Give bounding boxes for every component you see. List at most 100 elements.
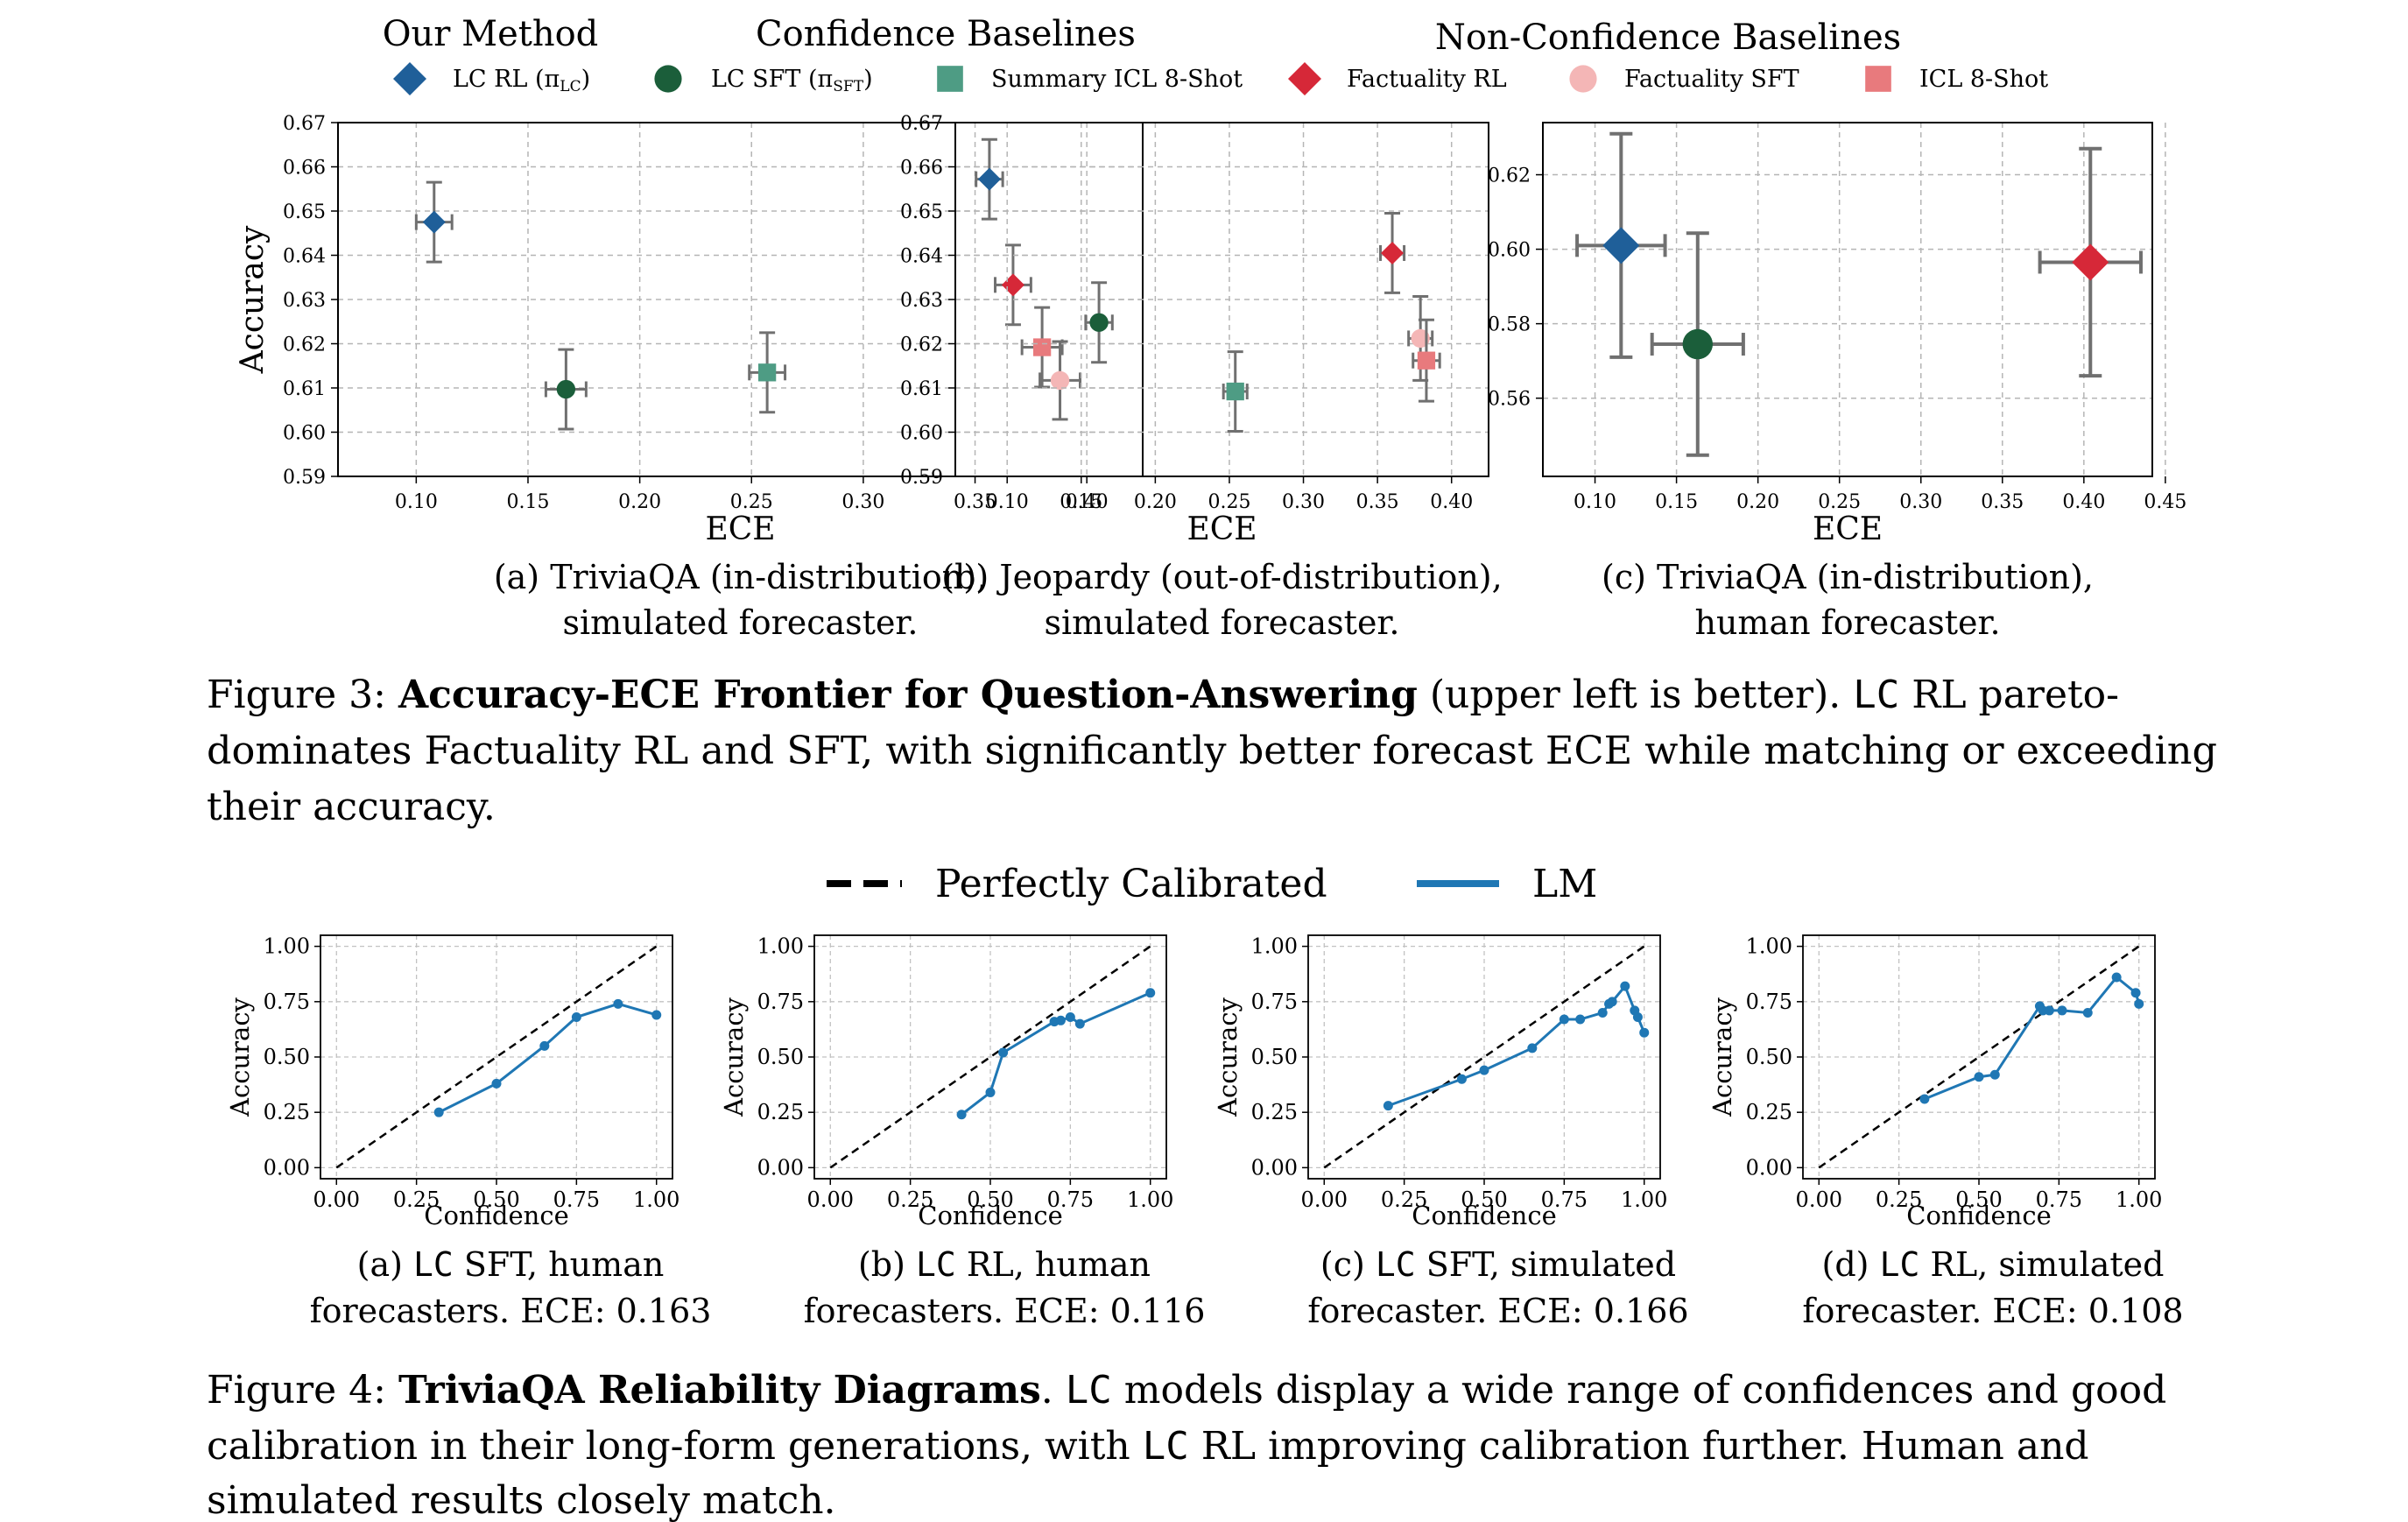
y-tick-label: 0.58 xyxy=(1488,314,1531,336)
legend-label-end-lc_sft: ) xyxy=(863,66,873,93)
lm-data-point xyxy=(1055,1015,1066,1025)
x-tick-label: 0.75 xyxy=(1047,1187,1094,1212)
y-tick-label: 0.50 xyxy=(264,1045,310,1069)
y-axis-label: Accuracy xyxy=(719,997,749,1117)
y-tick-label: 0.25 xyxy=(757,1100,804,1124)
figure4-panel-b: 0.00 0.25 0.50 0.75 1.00 0.00 0.25 0.50 0.75 1.00… xyxy=(719,934,1205,1330)
panel-caption-line2: human forecaster. xyxy=(1694,603,2000,642)
x-tick-label: 0.50 xyxy=(1461,1187,1507,1212)
x-tick-label: 0.40 xyxy=(2062,491,2105,513)
y-axis-label: Accuracy xyxy=(1213,997,1243,1117)
x-axis-label: ECE xyxy=(705,511,775,547)
legend-label-perfectly-calibrated: Perfectly Calibrated xyxy=(935,862,1327,906)
legend-square-icl_8shot-icon xyxy=(1865,66,1891,92)
y-tick-label: 0.65 xyxy=(283,201,326,223)
panel-caption-lc: LC xyxy=(1376,1245,1416,1284)
x-axis-label: Confidence xyxy=(1412,1201,1556,1230)
lm-data-point xyxy=(2134,998,2144,1009)
lm-data-point xyxy=(613,998,623,1009)
x-axis-label: Confidence xyxy=(918,1201,1062,1230)
y-tick-label: 1.00 xyxy=(1746,934,1792,959)
panel-caption-line2: forecasters. ECE: 0.163 xyxy=(310,1292,712,1330)
panel-caption-lc: LC xyxy=(1880,1245,1920,1284)
legend-square-summary_icl-icon xyxy=(937,66,963,92)
legend-label-lc_rl: LC RL (πLC) xyxy=(453,66,590,95)
figure3-panel-c: 0.10 0.15 0.20 0.25 0.30 0.35 0.40 0.45 0.56 0.58… xyxy=(1488,122,2186,642)
lm-data-point xyxy=(1632,1012,1643,1023)
lm-data-point xyxy=(1074,1018,1085,1029)
y-tick-label: 1.00 xyxy=(757,934,804,959)
lm-data-point xyxy=(985,1087,996,1097)
figure3-caption-line2: dominates Factuality RL and SFT, with si… xyxy=(207,729,2217,773)
x-tick-label: 0.25 xyxy=(1876,1187,1922,1212)
data-point-lc_sft xyxy=(1682,328,1714,360)
figure3-caption-bold: Accuracy-ECE Frontier for Question-Answe… xyxy=(398,673,1418,717)
y-tick-label: 0.60 xyxy=(283,423,326,445)
y-tick-label: 0.62 xyxy=(900,335,943,356)
x-axis-label: Confidence xyxy=(1906,1201,2051,1230)
lm-data-point xyxy=(491,1078,502,1089)
y-tick-label: 0.65 xyxy=(900,201,943,223)
y-tick-label: 0.00 xyxy=(1746,1155,1792,1180)
panel-caption-line1: (b) Jeopardy (out-of-distribution), xyxy=(941,558,1502,596)
y-tick-label: 0.67 xyxy=(900,113,943,135)
lm-data-point xyxy=(2130,988,2141,998)
y-tick-label: 1.00 xyxy=(264,934,310,959)
legend-subscript-lc_rl: LC xyxy=(560,78,581,95)
data-point-lc_sft xyxy=(1089,313,1109,332)
figure4-caption-lc: LC xyxy=(1066,1368,1112,1413)
lm-data-point xyxy=(1620,981,1630,991)
x-tick-label: 0.25 xyxy=(887,1187,933,1212)
y-tick-label: 0.75 xyxy=(1251,990,1298,1014)
y-tick-label: 0.60 xyxy=(900,423,943,445)
y-tick-label: 0.62 xyxy=(283,335,326,356)
x-tick-label: 0.15 xyxy=(506,491,549,513)
figure3-caption-line3: their accuracy. xyxy=(207,785,496,829)
legend-circle-lc_sft-icon xyxy=(654,65,682,93)
y-tick-label: 0.75 xyxy=(757,990,804,1014)
lm-data-point xyxy=(2111,972,2122,983)
x-tick-label: 0.10 xyxy=(986,491,1029,513)
data-point-icl_8shot xyxy=(1417,351,1436,370)
plot-frame xyxy=(1542,122,2153,477)
x-tick-label: 1.00 xyxy=(633,1187,679,1212)
x-tick-label: 1.00 xyxy=(2116,1187,2162,1212)
data-point-lc_rl xyxy=(977,167,1001,191)
legend-label-end-lc_rl: ) xyxy=(581,66,591,93)
y-tick-label: 0.67 xyxy=(283,113,326,135)
x-axis-label: ECE xyxy=(1813,511,1883,547)
lm-data-point xyxy=(1974,1072,1984,1082)
figure4-caption-line1: Figure 4: TriviaQA Reliability Diagrams.… xyxy=(207,1368,2166,1413)
x-tick-label: 0.50 xyxy=(967,1187,1013,1212)
legend-diamond-fact_rl-icon xyxy=(1288,62,1321,95)
y-axis-label: Accuracy xyxy=(225,997,255,1117)
lm-data-point xyxy=(1559,1014,1569,1025)
figure3-caption-lc: LC xyxy=(1853,673,1899,717)
panel-caption-text: RL, human xyxy=(956,1245,1151,1284)
y-tick-label: 0.61 xyxy=(900,378,943,400)
x-tick-label: 0.00 xyxy=(807,1187,854,1212)
plot-frame xyxy=(320,934,673,1180)
figure4-caption-text-end: models display a wide range of confidenc… xyxy=(1112,1368,2167,1413)
y-axis-label: Accuracy xyxy=(1707,997,1737,1117)
figure4-caption-line3: simulated results closely match. xyxy=(207,1478,836,1522)
data-point-fact_sft xyxy=(1050,370,1070,391)
lm-data-point xyxy=(1575,1014,1586,1025)
y-tick-label: 0.50 xyxy=(757,1045,804,1069)
lm-data-point xyxy=(1383,1101,1393,1111)
x-tick-label: 0.00 xyxy=(1796,1187,1842,1212)
x-tick-label: 0.25 xyxy=(393,1187,440,1212)
x-tick-label: 0.15 xyxy=(1655,491,1698,513)
x-tick-label: 0.25 xyxy=(1381,1187,1427,1212)
lm-data-point xyxy=(1607,997,1617,1007)
lm-data-point xyxy=(571,1012,581,1023)
x-tick-label: 0.75 xyxy=(1541,1187,1588,1212)
legend-label-lc_sft: LC SFT (πSFT) xyxy=(711,66,873,95)
data-point-lc_rl xyxy=(1602,227,1640,264)
legend-group-non-confidence-baselines: Non-Confidence Baselines xyxy=(1435,18,1901,58)
legend-group-confidence-baselines: Confidence Baselines xyxy=(756,14,1136,54)
legend-diamond-lc_rl-icon xyxy=(393,62,426,95)
x-tick-label: 0.35 xyxy=(1981,491,2024,513)
x-tick-label: 0.35 xyxy=(954,491,996,513)
figure4-legend: Perfectly Calibrated LM xyxy=(827,862,1597,906)
